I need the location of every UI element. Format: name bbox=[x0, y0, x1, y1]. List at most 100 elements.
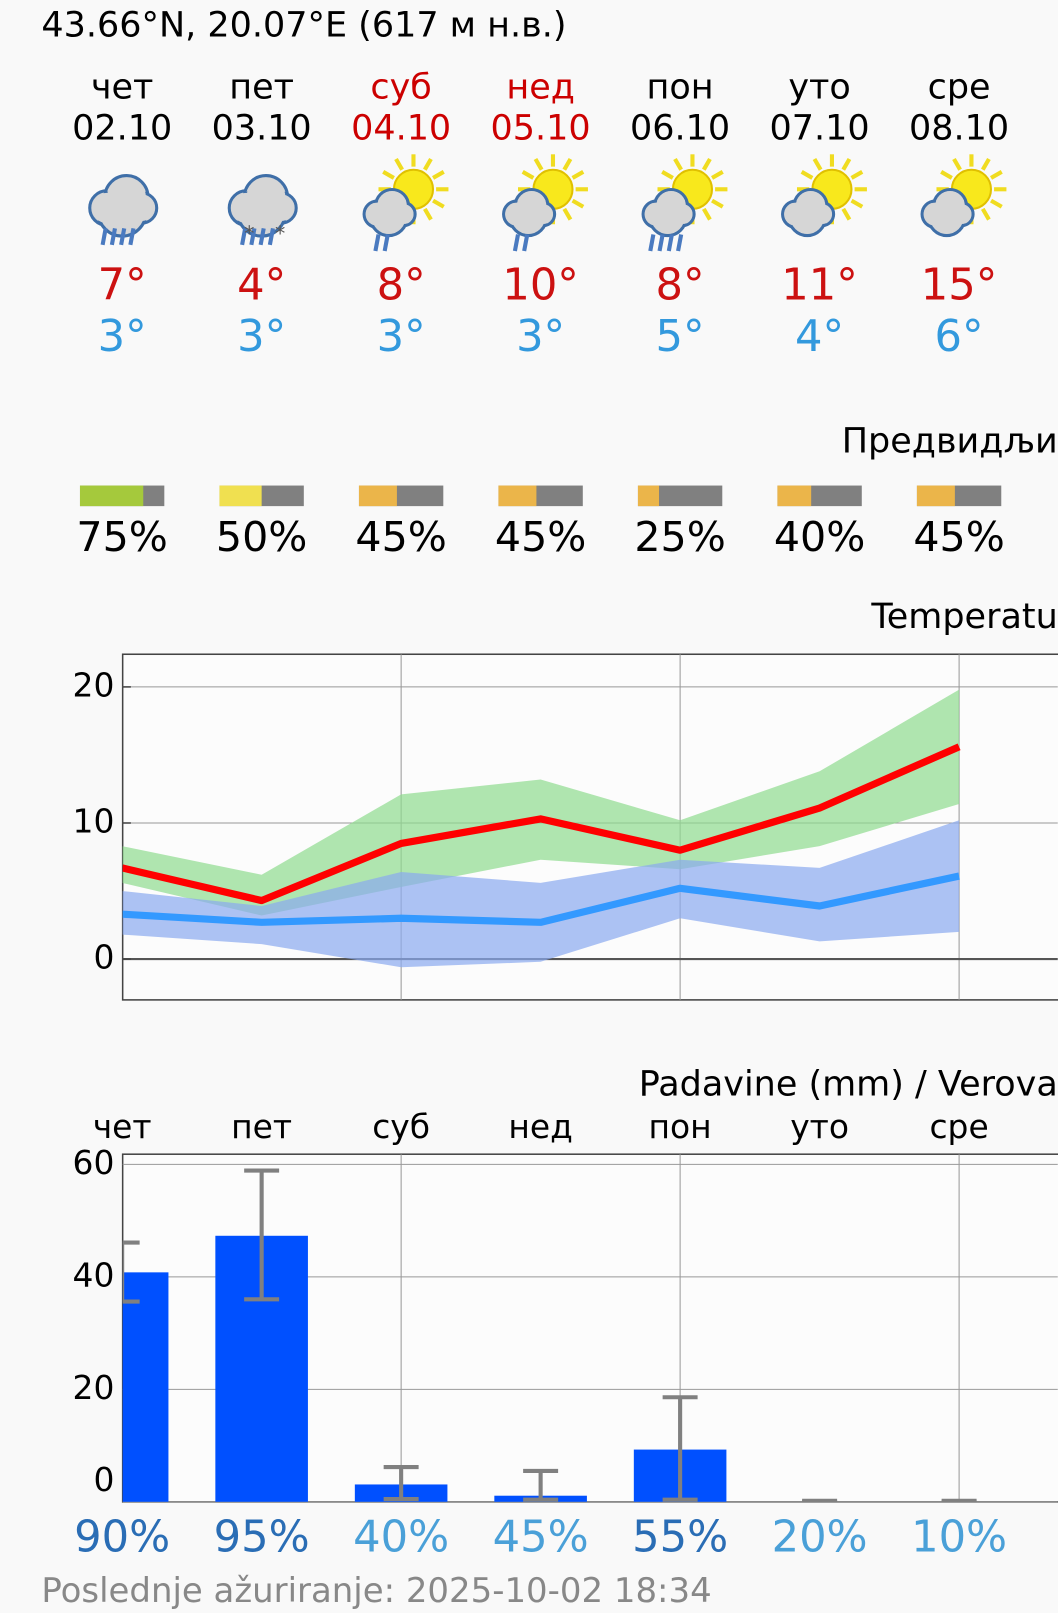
date: 02.10 bbox=[72, 109, 172, 149]
predictability-bar bbox=[916, 485, 955, 507]
weekday: уто bbox=[788, 67, 850, 107]
weather-icon bbox=[362, 154, 449, 252]
error-bar bbox=[383, 1464, 419, 1502]
low-temp: 3° bbox=[237, 312, 286, 362]
icon-sun-ray bbox=[432, 170, 445, 180]
icon-cloud-fill bbox=[511, 201, 545, 234]
probability-label: 10% bbox=[911, 1512, 1007, 1562]
date: 07.10 bbox=[770, 109, 870, 149]
probability-label: 95% bbox=[214, 1512, 310, 1562]
icon-sun-ray bbox=[571, 170, 585, 180]
weekday: пет bbox=[229, 67, 294, 107]
icon-rain bbox=[240, 227, 248, 246]
icon-sun-ray bbox=[661, 170, 674, 180]
predictability-bar bbox=[498, 485, 537, 507]
weekday: нед bbox=[506, 67, 575, 107]
icon-sun-ray bbox=[841, 157, 852, 171]
icon-sun-ray bbox=[980, 207, 991, 221]
icon-sun-ray bbox=[990, 170, 1003, 180]
temperature-line bbox=[122, 872, 960, 926]
error-bar bbox=[802, 1498, 838, 1502]
predictability-bar bbox=[637, 485, 660, 507]
icon-sun-ray bbox=[800, 170, 814, 180]
error-bar bbox=[662, 1395, 698, 1502]
x-category-label: пет bbox=[231, 1107, 292, 1146]
icon-rain bbox=[512, 234, 521, 252]
low-temp: 6° bbox=[935, 312, 984, 362]
x-category-label: нед bbox=[508, 1107, 573, 1146]
probability-label: 20% bbox=[772, 1512, 868, 1562]
precipitation-title: Padavine (mm) / Verova bbox=[639, 1064, 1058, 1104]
icon-sun-ray bbox=[841, 207, 852, 221]
weekday: суб bbox=[370, 67, 432, 107]
icon-cloud-fill bbox=[100, 190, 144, 234]
weather-icon bbox=[641, 154, 728, 252]
plot-content bbox=[122, 689, 961, 968]
icon-sun-ray bbox=[711, 170, 724, 180]
icon-rain bbox=[373, 234, 381, 252]
icon-sun-ray bbox=[701, 207, 712, 221]
last-updated: Poslednje ažuriranje: 2025-10-02 18:34 bbox=[41, 1571, 711, 1611]
location: 43.66°N, 20.07°E (617 м н.в.) bbox=[41, 6, 566, 46]
high-temp: 8° bbox=[656, 261, 705, 311]
predictability-label: 50% bbox=[216, 513, 307, 561]
icon-rain bbox=[522, 234, 530, 252]
probability-label: 40% bbox=[353, 1512, 449, 1562]
icon-rain bbox=[648, 234, 656, 252]
weather-icon bbox=[781, 154, 867, 238]
icon-sun-ray bbox=[562, 207, 573, 221]
icon-cloud-fill bbox=[240, 190, 284, 234]
high-temp: 10° bbox=[502, 261, 579, 311]
weather-icon: * * bbox=[227, 174, 298, 246]
y-tick-label: 40 bbox=[73, 1255, 115, 1294]
confidence-band bbox=[122, 689, 960, 916]
predictability-label: 75% bbox=[76, 513, 167, 561]
icon-snow: * bbox=[244, 222, 254, 246]
error-bar bbox=[244, 1168, 280, 1302]
icon-sun-ray bbox=[940, 170, 953, 180]
high-temp: 8° bbox=[377, 261, 426, 311]
low-temp: 3° bbox=[516, 312, 565, 362]
icon-sun-ray bbox=[394, 157, 404, 171]
icon-sun-ray bbox=[533, 157, 544, 171]
predictability-bar bbox=[358, 485, 397, 507]
icon-sun-ray bbox=[562, 157, 573, 171]
y-tick-label: 0 bbox=[93, 938, 114, 977]
icon-sun-ray bbox=[812, 157, 823, 171]
high-temp: 11° bbox=[781, 261, 858, 311]
icon-sun-ray bbox=[432, 198, 445, 209]
plot-content bbox=[122, 1168, 977, 1502]
probability-label: 45% bbox=[493, 1512, 589, 1562]
probability-label: 90% bbox=[74, 1512, 170, 1562]
weather-icon bbox=[502, 154, 588, 252]
low-temp: 3° bbox=[377, 312, 426, 362]
icon-sun-ray bbox=[701, 157, 712, 171]
y-tick-label: 20 bbox=[73, 1368, 115, 1407]
icon-sun-ray bbox=[673, 157, 683, 171]
icon-sun-ray bbox=[571, 198, 585, 209]
y-tick-label: 10 bbox=[73, 801, 115, 840]
y-tick-label: 60 bbox=[73, 1143, 115, 1182]
low-temp: 4° bbox=[795, 312, 844, 362]
icon-cloud-fill bbox=[790, 201, 824, 234]
high-temp: 7° bbox=[98, 261, 147, 311]
predictability-label: 45% bbox=[355, 513, 446, 561]
high-temp: 4° bbox=[237, 261, 286, 311]
x-category-label: пон bbox=[649, 1107, 712, 1146]
temperature-title: Temperatu bbox=[870, 597, 1057, 637]
predictability-label: 45% bbox=[495, 513, 586, 561]
icon-rain bbox=[657, 234, 665, 252]
weekday: сре bbox=[928, 67, 991, 107]
icon-sun-ray bbox=[423, 207, 433, 221]
icon-rain bbox=[100, 227, 108, 246]
low-temp: 5° bbox=[656, 312, 705, 362]
weather-icon bbox=[88, 174, 159, 246]
predictability-bar bbox=[79, 485, 144, 507]
icon-rain bbox=[382, 234, 390, 252]
icon-rain bbox=[119, 227, 127, 246]
icon-sun-ray bbox=[850, 170, 864, 180]
error-bar bbox=[122, 1240, 140, 1304]
predictability-label: 40% bbox=[774, 513, 865, 561]
icon-sun-ray bbox=[980, 157, 991, 171]
